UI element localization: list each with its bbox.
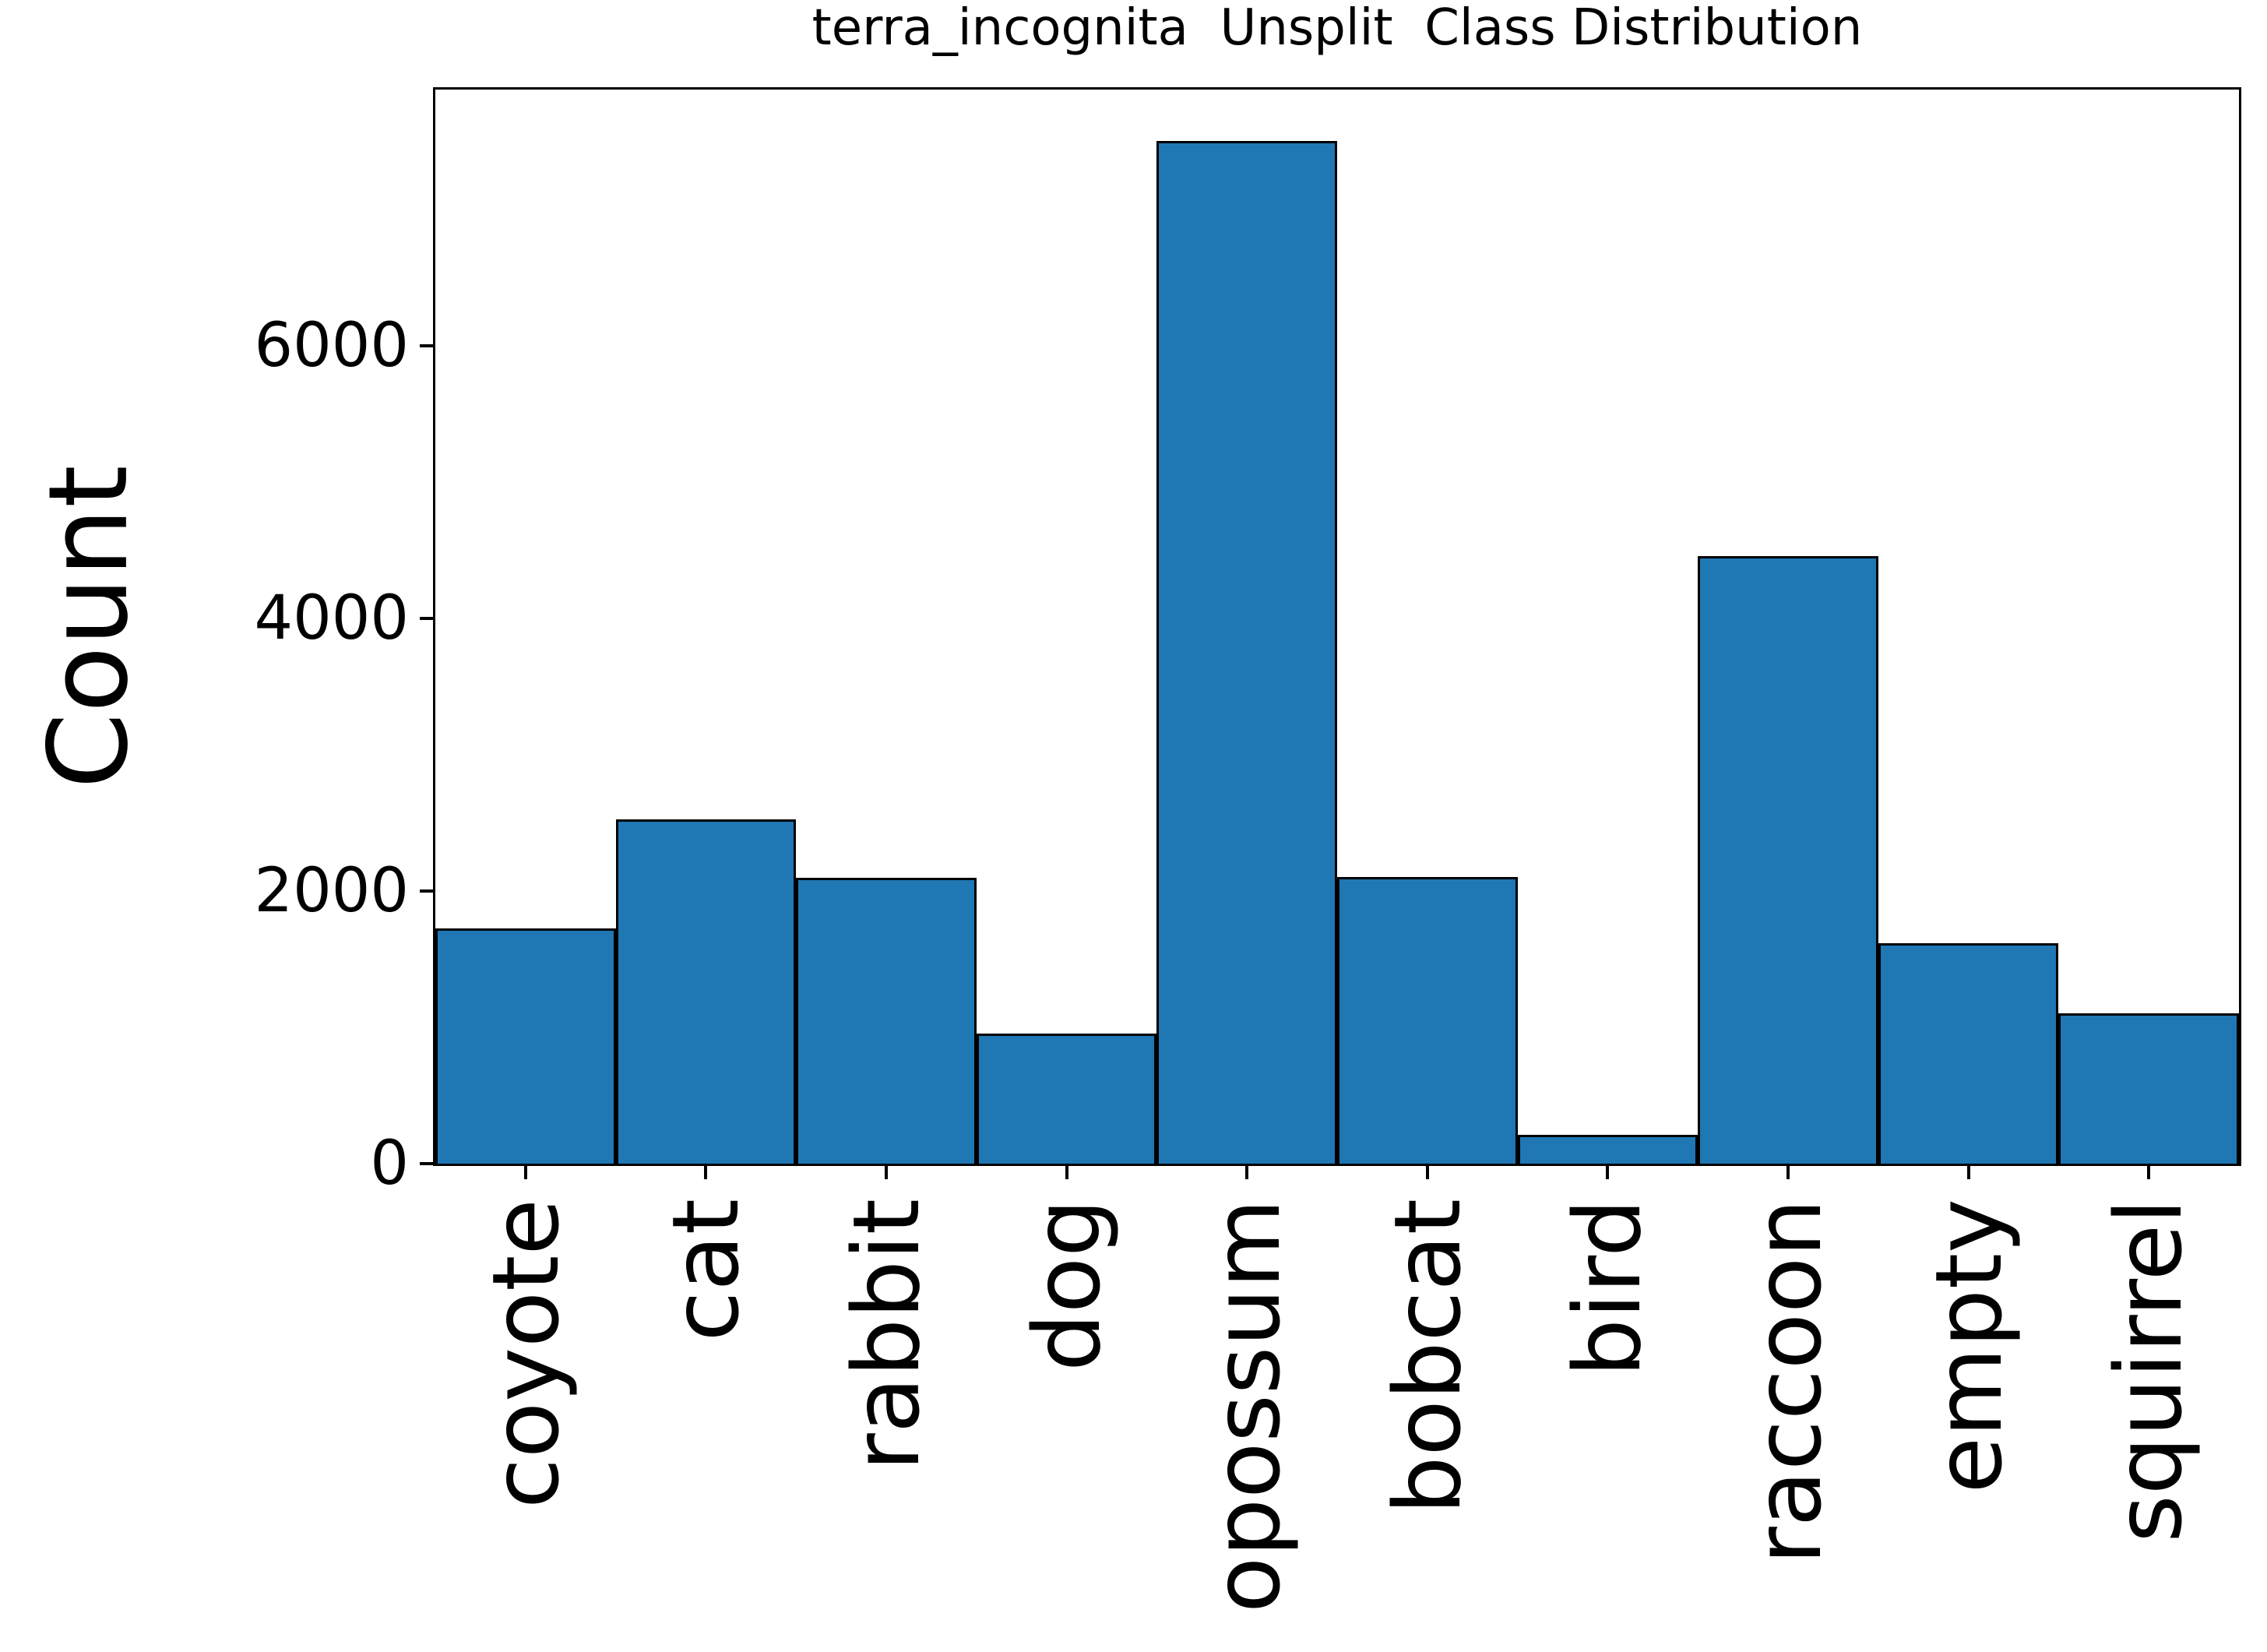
x-tick-mark-squirrel — [2147, 1164, 2151, 1179]
y-tick-mark-4000 — [420, 617, 435, 620]
x-tick-label-cat: cat — [652, 1199, 760, 1342]
bar-squirrel — [2058, 1013, 2239, 1164]
x-tick-mark-raccoon — [1786, 1164, 1790, 1179]
bar-raccoon — [1698, 555, 1878, 1164]
x-tick-mark-empty — [1966, 1164, 1970, 1179]
bar-cat — [615, 819, 797, 1164]
y-tick-label-4000: 4000 — [254, 583, 409, 653]
x-tick-label-opossum: opossum — [1193, 1199, 1301, 1613]
y-axis-label: Count — [26, 464, 153, 789]
x-tick-mark-rabbit — [885, 1164, 888, 1179]
bar-empty — [1878, 942, 2059, 1164]
bar-rabbit — [796, 877, 977, 1164]
bar-dog — [976, 1033, 1157, 1164]
y-axis-label-box: Count — [0, 87, 179, 1166]
x-tick-label-rabbit: rabbit — [833, 1199, 940, 1471]
x-tick-mark-opossum — [1245, 1164, 1249, 1179]
x-tick-label-squirrel: squirrel — [2095, 1199, 2203, 1543]
bar-bobcat — [1337, 876, 1518, 1164]
x-tick-mark-bird — [1606, 1164, 1610, 1179]
x-tick-label-coyote: coyote — [471, 1199, 579, 1509]
plot-area: 0 2000 4000 6000 coyote cat rabbit dog opossum bo… — [254, 87, 2241, 1613]
x-tick-label-bird: bird — [1554, 1199, 1662, 1378]
bar-opossum — [1156, 140, 1337, 1164]
bar-bird — [1517, 1135, 1698, 1164]
y-tick-mark-2000 — [420, 889, 435, 893]
y-tick-mark-6000 — [420, 344, 435, 347]
x-tick-label-empty: empty — [1914, 1199, 2022, 1494]
y-tick-label-6000: 6000 — [254, 311, 409, 381]
x-tick-mark-coyote — [523, 1164, 527, 1179]
y-tick-mark-0 — [420, 1162, 435, 1165]
x-tick-label-dog: dog — [1012, 1199, 1121, 1372]
bar-coyote — [435, 928, 616, 1164]
chart-title: terra_incognita Unsplit Class Distributi… — [811, 0, 1863, 57]
x-tick-mark-bobcat — [1425, 1164, 1429, 1179]
y-tick-label-0: 0 — [370, 1129, 409, 1199]
x-tick-mark-cat — [704, 1164, 708, 1179]
x-tick-label-raccoon: raccoon — [1734, 1199, 1842, 1565]
y-tick-label-2000: 2000 — [254, 856, 409, 926]
x-tick-mark-dog — [1065, 1164, 1068, 1179]
x-tick-label-bobcat: bobcat — [1373, 1199, 1481, 1515]
